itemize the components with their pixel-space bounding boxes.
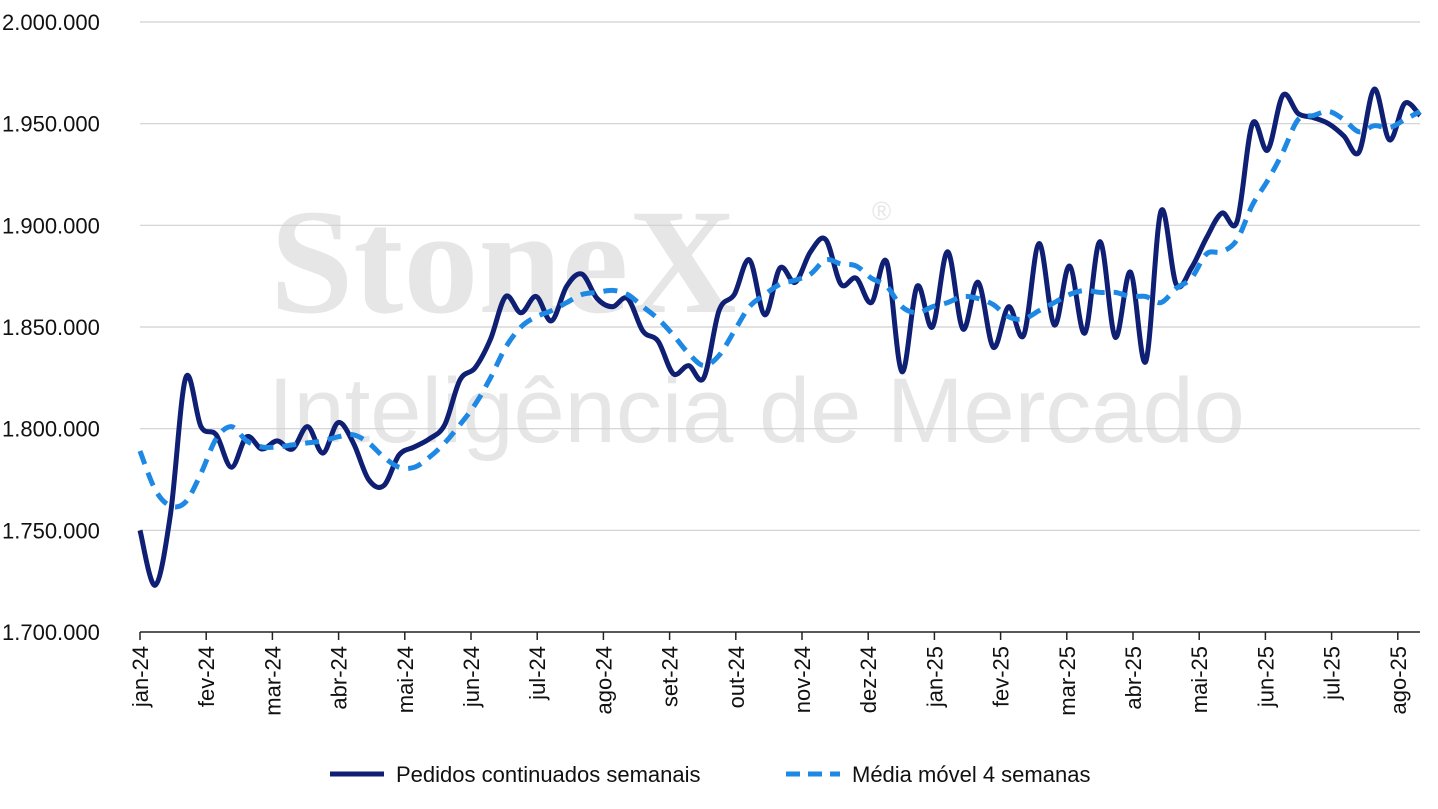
y-tick-label: 2.000.000	[2, 10, 100, 35]
y-tick-label: 1.900.000	[2, 213, 100, 238]
x-tick-label: jan-24	[128, 646, 153, 708]
x-tick-label: set-24	[658, 646, 683, 707]
x-tick-label: nov-24	[790, 646, 815, 713]
x-tick-label: abr-24	[327, 646, 352, 710]
x-tick-label: mar-24	[260, 646, 285, 716]
gridlines	[140, 21, 1420, 531]
x-tick-label: ago-25	[1386, 646, 1411, 715]
series-line-weekly-claims	[137, 86, 1422, 588]
x-tick-label: ago-24	[591, 646, 616, 715]
series-group	[137, 86, 1422, 588]
x-tick-label: out-24	[724, 646, 749, 708]
x-tick-label: fev-25	[989, 646, 1014, 707]
y-tick-label: 1.850.000	[2, 315, 100, 340]
x-tick-label: jun-24	[459, 646, 484, 708]
y-axis: 1.700.000 1.750.000 1.800.000 1.850.000 1.90…	[2, 10, 100, 645]
series-line-moving-average	[137, 108, 1422, 510]
x-tick-label: dez-24	[856, 646, 881, 713]
x-tick-label: jan-25	[922, 646, 947, 708]
watermark-brand: StoneX	[270, 179, 737, 345]
x-tick-label: abr-25	[1121, 646, 1146, 710]
x-tick-label: jun-25	[1253, 646, 1278, 708]
x-tick-label: fev-24	[194, 646, 219, 707]
watermark-registered: ®	[872, 196, 891, 226]
x-tick-label: jul-25	[1320, 646, 1345, 701]
y-tick-label: 1.750.000	[2, 518, 100, 543]
y-tick-label: 1.700.000	[2, 620, 100, 645]
legend: Pedidos continuados semanais Média móvel …	[330, 762, 1090, 787]
x-tick-label: mai-25	[1187, 646, 1212, 713]
x-tick-label: mai-24	[393, 646, 418, 713]
y-tick-label: 1.950.000	[2, 112, 100, 137]
watermark-tagline: Inteligência de Mercado	[268, 360, 1245, 462]
x-axis: jan-24 fev-24 mar-24 abr-24 mai-24 jun-24 jul-…	[128, 631, 1420, 716]
legend-label: Pedidos continuados semanais	[396, 762, 701, 787]
legend-label: Média móvel 4 semanas	[852, 762, 1090, 787]
watermark-logo: StoneX ® Inteligência de Mercado	[268, 179, 1245, 462]
y-tick-label: 1.800.000	[2, 417, 100, 442]
x-tick-label: jul-24	[525, 646, 550, 701]
x-tick-label: mar-25	[1055, 646, 1080, 716]
